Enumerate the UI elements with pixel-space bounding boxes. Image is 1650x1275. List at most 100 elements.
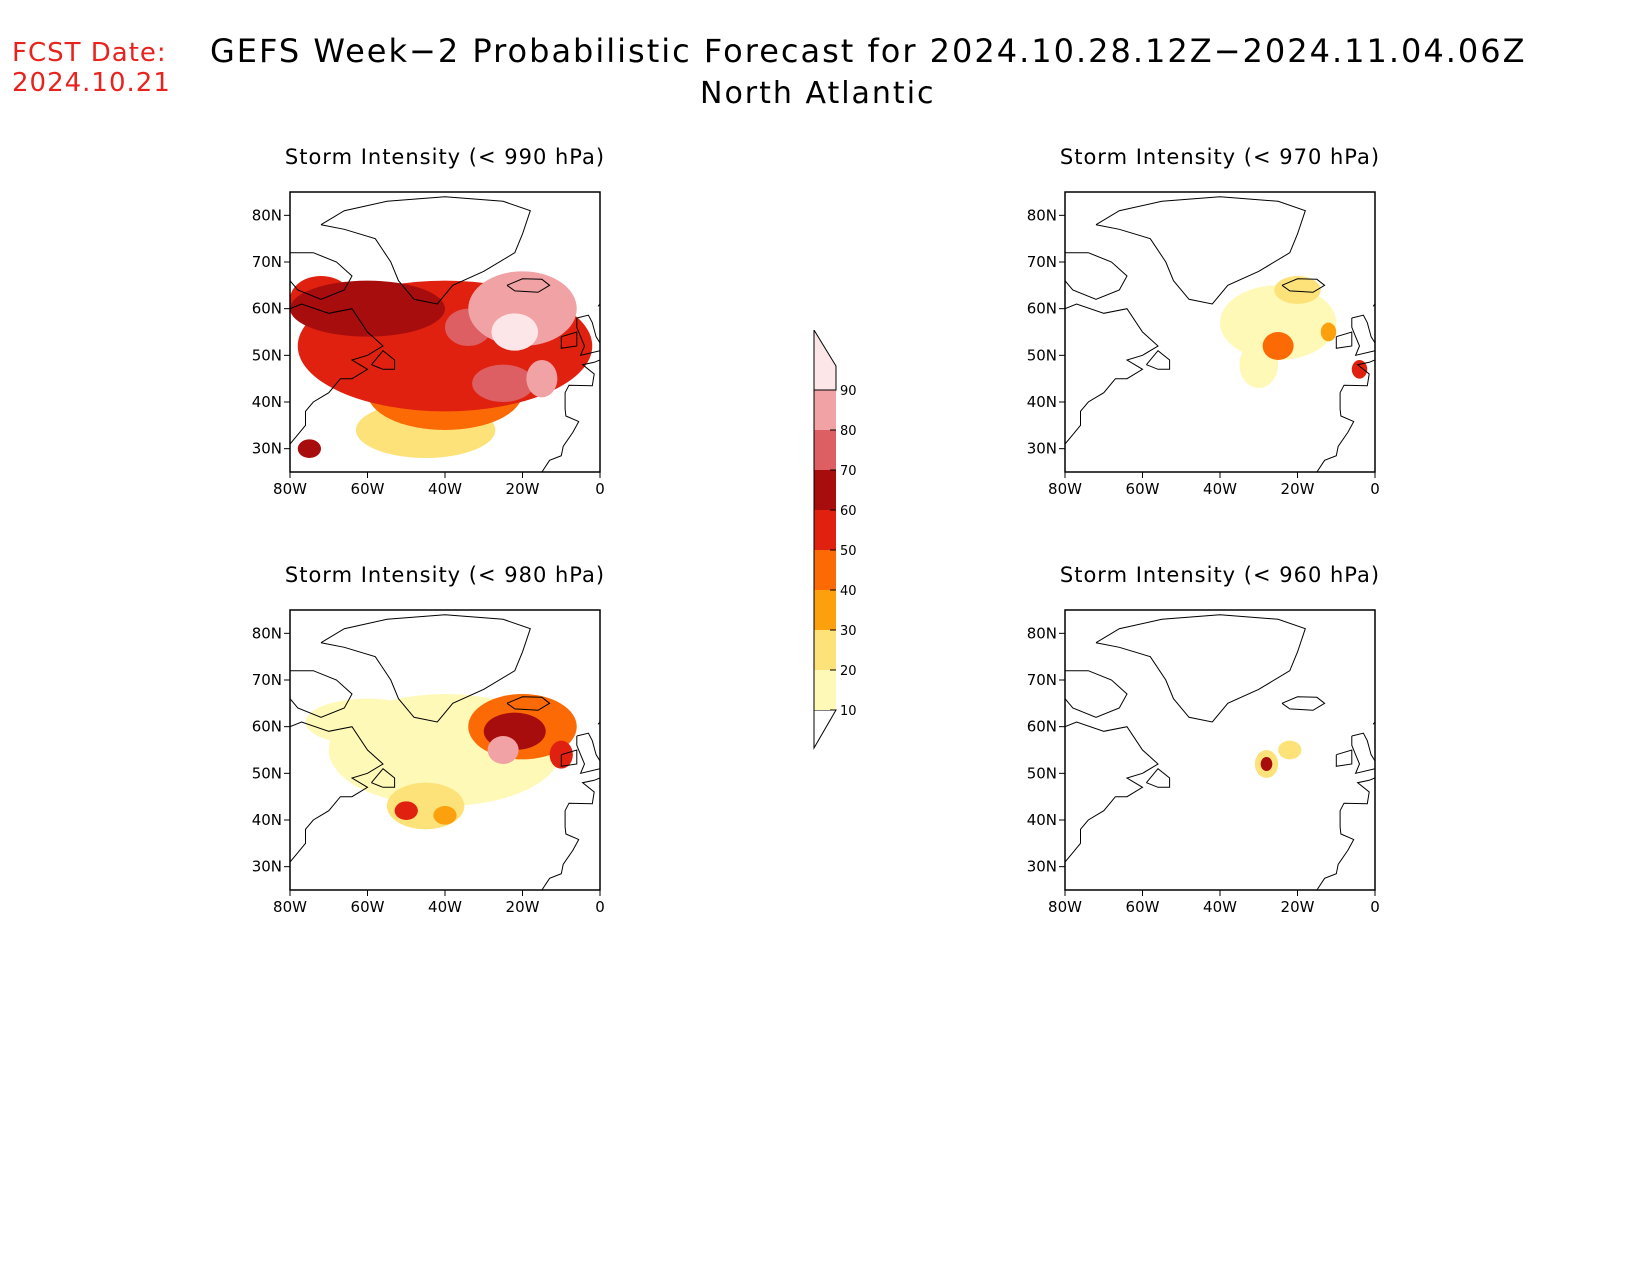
colorbar-segment (814, 510, 836, 550)
probability-region (549, 740, 573, 769)
coastline (560, 331, 578, 349)
probability-field (1254, 740, 1302, 778)
colorbar-label: 50 (840, 544, 857, 559)
panel-title: Storm Intensity (< 990 hPa) (285, 145, 605, 169)
probability-region (1320, 322, 1337, 342)
coastline (541, 359, 600, 472)
coastline (576, 732, 600, 775)
lat-tick-label: 80N (252, 624, 282, 642)
lat-tick-label: 50N (1027, 764, 1057, 782)
page-title: GEFS Week−2 Probabilistic Forecast for 2… (210, 32, 1527, 70)
probability-region (472, 364, 535, 402)
coastline (1095, 614, 1306, 723)
lon-tick-label: 60W (351, 480, 385, 498)
lon-tick-label: 0 (1370, 480, 1380, 498)
panel-990hpa: Storm Intensity (< 990 hPa) 80W 60W 40W 20W 0… (252, 145, 605, 498)
coastline (1065, 252, 1128, 300)
coastline (1351, 732, 1375, 775)
coastline (1281, 696, 1326, 711)
lat-tick-label: 80N (1027, 624, 1057, 642)
lat-tick-label: 70N (1027, 671, 1057, 689)
lat-tick-label: 40N (252, 811, 282, 829)
lat-tick-label: 40N (252, 393, 282, 411)
coastline (1316, 777, 1375, 890)
forecast-date: FCST Date: 2024.10.21 (12, 38, 171, 98)
forecast-date-value: 2024.10.21 (12, 68, 171, 98)
panel-960hpa: Storm Intensity (< 960 hPa) 80W 60W 40W 20W 0… (1027, 563, 1380, 916)
colorbar-segment (814, 590, 836, 630)
probability-region (297, 439, 321, 458)
coastlines (290, 196, 600, 472)
coastline (560, 749, 578, 767)
coastlines (1065, 614, 1375, 890)
lat-tick-label: 60N (252, 718, 282, 736)
lat-tick-label: 60N (1027, 300, 1057, 318)
coastline (290, 303, 384, 445)
colorbar-lower-arrow (813, 709, 837, 750)
lat-tick-label: 60N (252, 300, 282, 318)
probability-region (1262, 332, 1294, 360)
lon-tick-label: 80W (273, 898, 307, 916)
colorbar-segment (814, 430, 836, 470)
probability-region (1351, 360, 1368, 379)
colorbar-label: 30 (840, 624, 857, 639)
probability-region (290, 280, 445, 337)
colorbar-segment (814, 630, 836, 670)
probability-region (305, 698, 430, 746)
lon-tick-label: 80W (1048, 480, 1082, 498)
colorbar-segment (814, 670, 836, 710)
lon-tick-label: 20W (506, 480, 540, 498)
probability-region (491, 313, 538, 351)
lat-tick-label: 40N (1027, 811, 1057, 829)
lon-tick-label: 60W (1126, 480, 1160, 498)
colorbar: 10 20 30 40 50 60 70 80 90 (813, 330, 857, 750)
coastlines (1065, 196, 1375, 472)
probability-region (526, 360, 558, 398)
lat-tick-label: 60N (1027, 718, 1057, 736)
map-frame (1064, 609, 1376, 891)
panel-980hpa: Storm Intensity (< 980 hPa) 80W 60W 40W 20W 0… (252, 563, 605, 916)
page-subtitle: North Atlantic (700, 76, 936, 111)
coastline (290, 252, 353, 300)
lat-tick-label: 70N (252, 671, 282, 689)
lat-tick-label: 30N (1027, 858, 1057, 876)
coastline (506, 278, 551, 293)
lon-tick-label: 0 (595, 480, 605, 498)
lon-tick-label: 40W (1203, 480, 1237, 498)
coastline (541, 777, 600, 890)
panel-title: Storm Intensity (< 970 hPa) (1060, 145, 1380, 169)
panel-970hpa: Storm Intensity (< 970 hPa) 80W 60W 40W 20W 0… (1027, 145, 1380, 498)
coastline (1065, 670, 1128, 718)
lon-tick-label: 40W (428, 480, 462, 498)
coastline (290, 670, 353, 718)
lon-tick-label: 20W (1281, 480, 1315, 498)
lon-tick-label: 0 (1370, 898, 1380, 916)
coastline (1095, 196, 1306, 305)
lon-tick-label: 40W (428, 898, 462, 916)
coastline (1146, 768, 1171, 788)
lat-tick-label: 80N (1027, 206, 1057, 224)
probability-region (1274, 276, 1321, 304)
lat-tick-label: 70N (252, 253, 282, 271)
probability-region (1260, 757, 1273, 771)
coastline (371, 350, 396, 370)
lon-tick-label: 20W (1281, 898, 1315, 916)
lat-tick-label: 50N (252, 346, 282, 364)
colorbar-label: 90 (840, 384, 857, 399)
lon-tick-label: 60W (1126, 898, 1160, 916)
lat-tick-label: 50N (1027, 346, 1057, 364)
panel-title: Storm Intensity (< 980 hPa) (285, 563, 605, 587)
colorbar-label: 40 (840, 584, 857, 599)
coastline (1146, 350, 1171, 370)
probability-region (433, 806, 457, 825)
coastline (1335, 749, 1353, 767)
colorbar-label: 80 (840, 424, 857, 439)
coastline (576, 314, 600, 357)
lat-tick-label: 30N (252, 858, 282, 876)
coastline (320, 196, 531, 305)
colorbar-segment (814, 390, 836, 430)
lat-tick-label: 30N (252, 440, 282, 458)
lon-tick-label: 0 (595, 898, 605, 916)
lon-tick-label: 80W (273, 480, 307, 498)
colorbar-segment (813, 330, 837, 391)
